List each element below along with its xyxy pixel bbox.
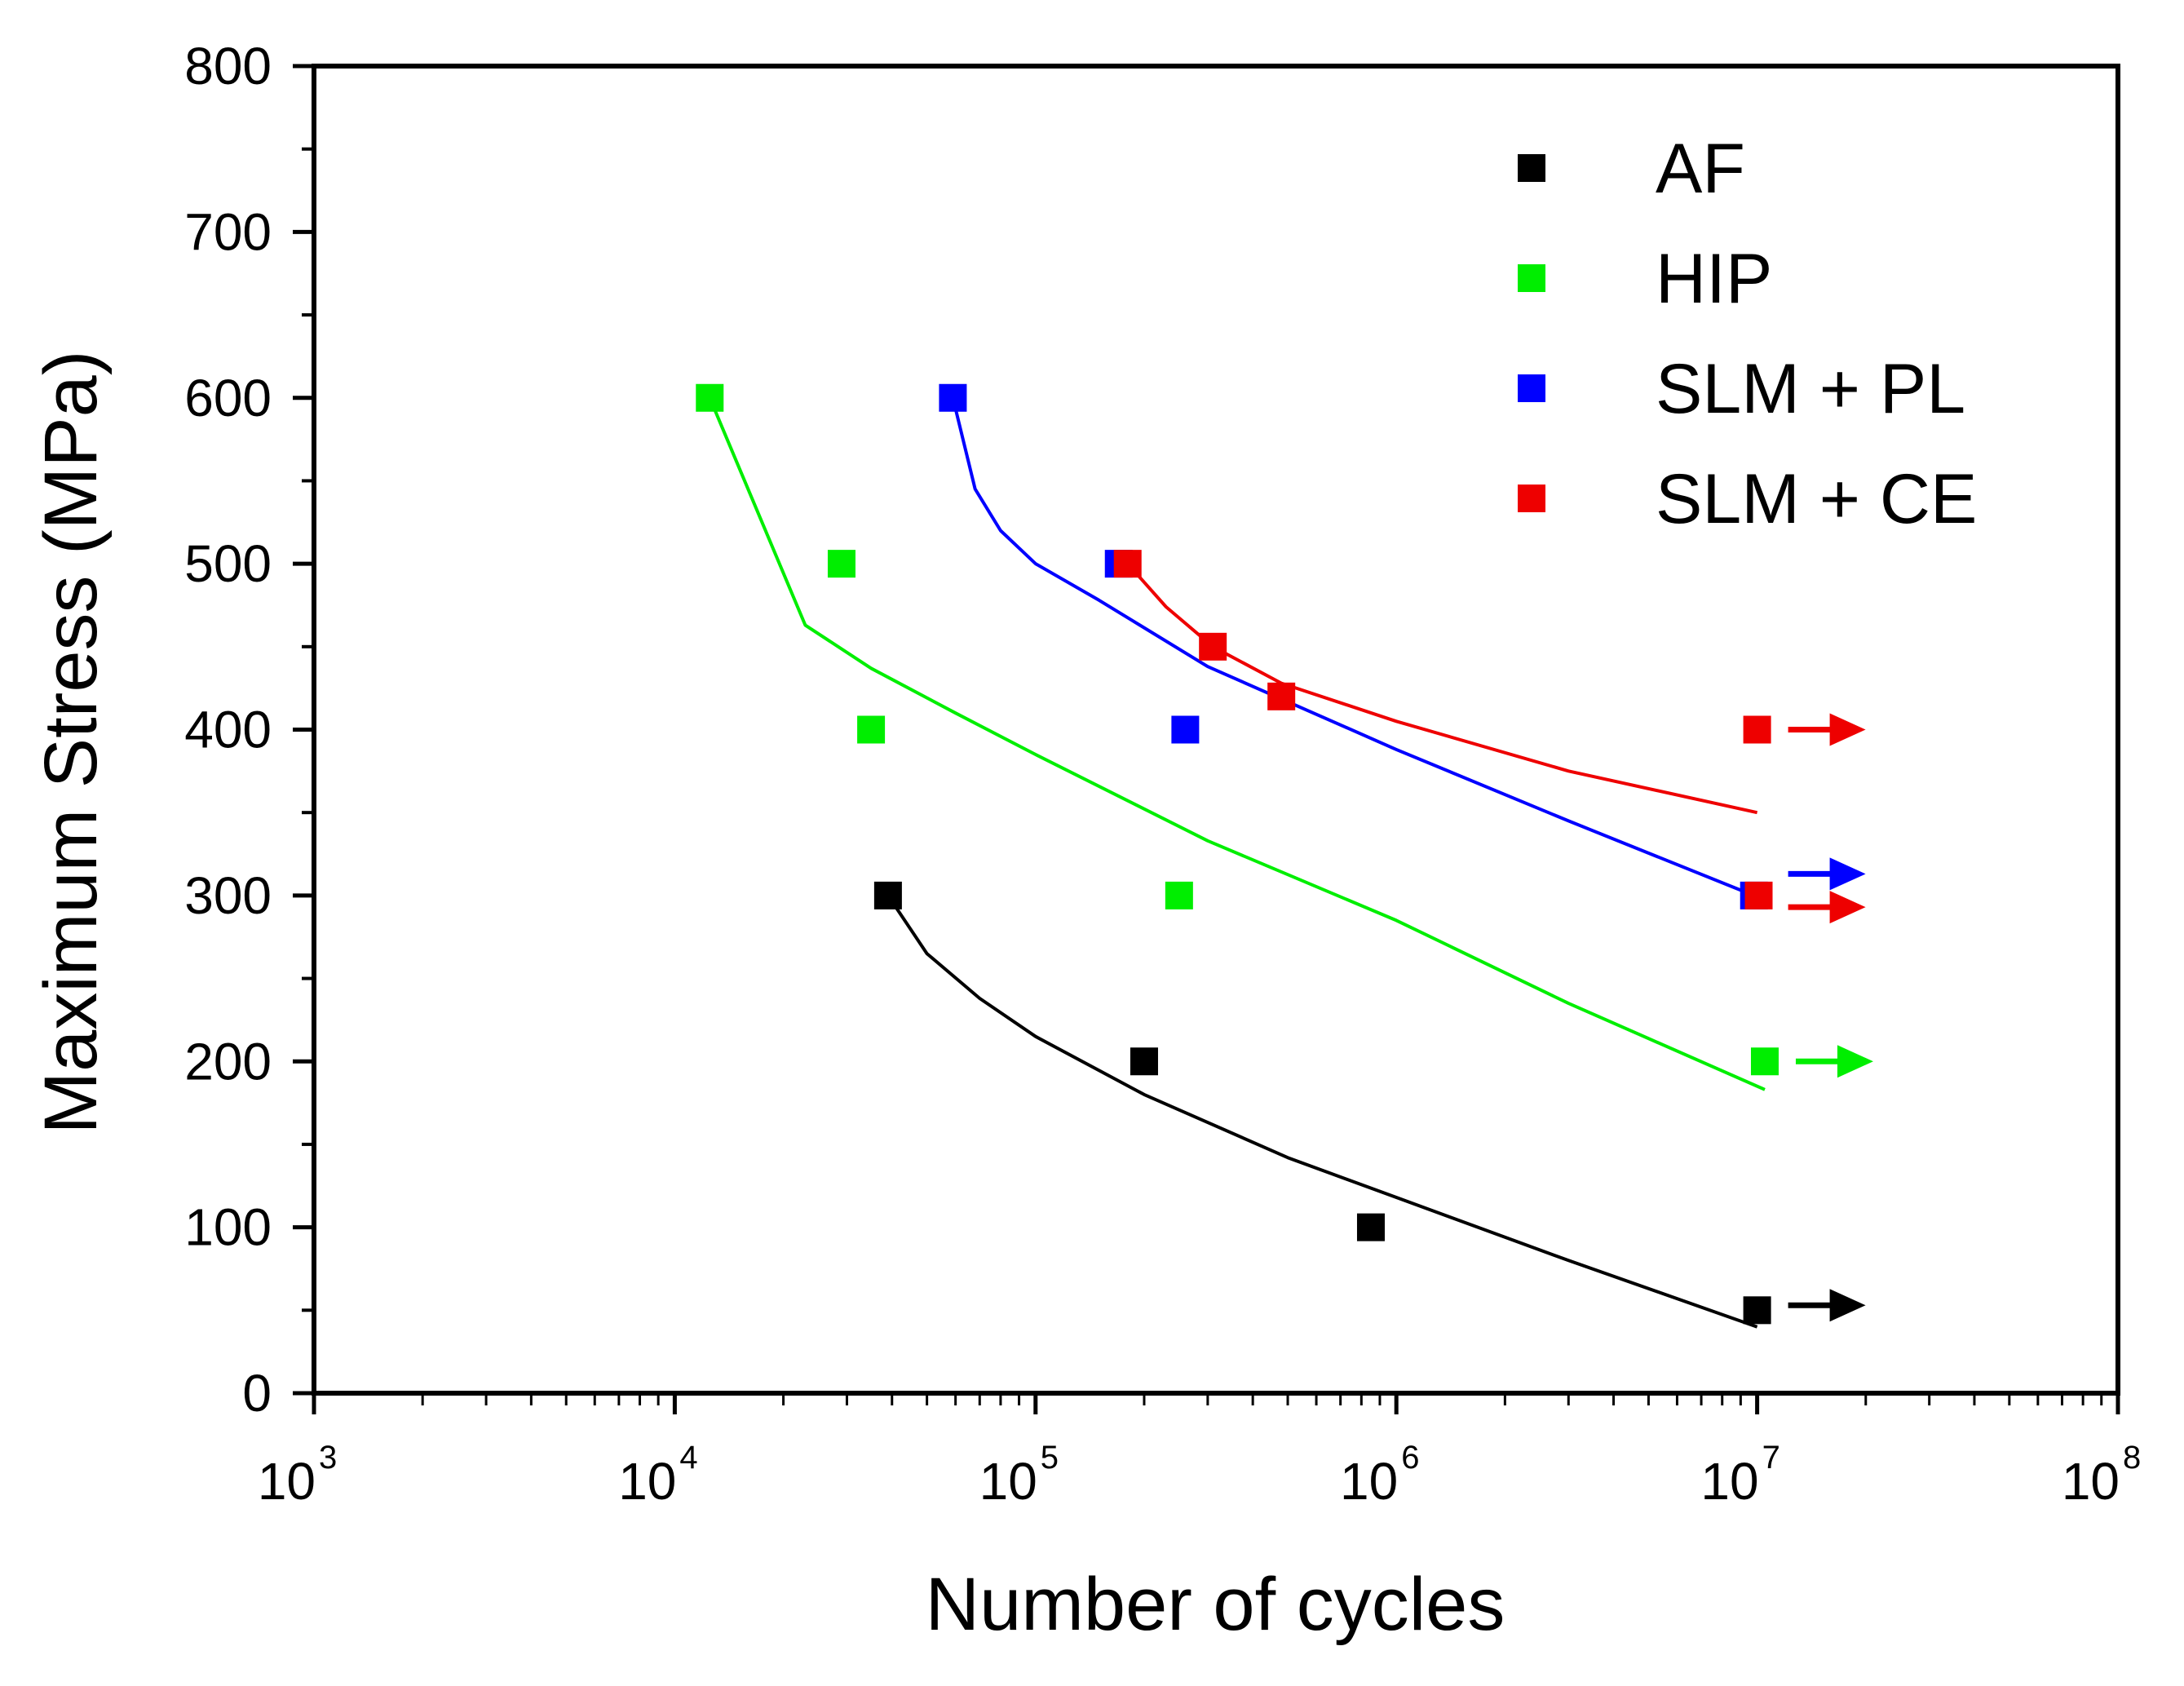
legend-marker-hip: [1518, 264, 1545, 292]
data-point-slm-pl: [1171, 715, 1200, 744]
legend-marker-slm-pl: [1518, 374, 1545, 402]
data-point-hip: [857, 715, 886, 744]
y-tick-label: 100: [184, 1198, 272, 1257]
runout-arrow-slm-ce: [1788, 891, 1866, 924]
legend-label-slm-ce: SLM + CE: [1656, 460, 1977, 538]
x-tick-exponent: 6: [1401, 1440, 1419, 1476]
data-point-slm-ce: [1199, 632, 1227, 661]
legend-marker-af: [1518, 154, 1545, 182]
x-tick-base: 10: [1340, 1452, 1398, 1511]
x-tick-label: 10 8: [2062, 1440, 2141, 1511]
y-tick-label: 500: [184, 534, 272, 593]
legend: AF HIP SLM + PL SLM + CE: [1518, 130, 1977, 538]
y-tick-label: 400: [184, 701, 272, 759]
x-tick-label: 10 7: [1700, 1440, 1779, 1511]
x-tick-exponent: 4: [679, 1440, 697, 1476]
fit-line-af: [886, 894, 1758, 1329]
data-point-af: [1130, 1047, 1158, 1076]
data-point-hip: [827, 550, 855, 578]
data-point-hip: [1750, 1047, 1779, 1076]
runout-arrow-head: [1829, 891, 1866, 924]
runout-arrow-head: [1829, 1289, 1866, 1322]
axis-titles: Number of cycles Maximum Stress (MPa): [29, 351, 1505, 1646]
runout-arrow-head: [1829, 713, 1866, 746]
data-point-slm-ce: [1744, 881, 1773, 909]
x-tick-exponent: 5: [1041, 1440, 1059, 1476]
runout-arrow-af: [1788, 1289, 1866, 1322]
y-tick-label: 200: [184, 1032, 272, 1091]
runout-arrow-slm-pl: [1788, 857, 1866, 891]
runout-arrow-slm-ce: [1788, 713, 1866, 746]
y-tick-label: 300: [184, 866, 272, 925]
x-tick-base: 10: [2062, 1452, 2120, 1511]
y-tick-label: 800: [184, 37, 272, 95]
fit-line-hip: [708, 397, 1766, 1091]
legend-item-hip: HIP: [1518, 240, 1772, 318]
x-tick-base: 10: [1700, 1452, 1758, 1511]
runout-arrow-head: [1837, 1045, 1873, 1078]
x-tick-label: 10 5: [979, 1440, 1059, 1511]
data-point-slm-ce: [1743, 715, 1771, 744]
y-tick-label: 600: [184, 369, 272, 427]
x-tick-exponent: 3: [319, 1440, 337, 1476]
legend-label-af: AF: [1656, 130, 1745, 208]
x-axis-title: Number of cycles: [926, 1563, 1505, 1646]
x-tick-exponent: 7: [1762, 1440, 1780, 1476]
data-point-af: [1356, 1213, 1385, 1241]
legend-label-hip: HIP: [1656, 240, 1772, 318]
data-point-hip: [1165, 881, 1193, 909]
data-point-slm-ce: [1267, 682, 1296, 710]
y-axis-title: Maximum Stress (MPa): [29, 351, 113, 1135]
data-point-hip: [696, 383, 724, 412]
data-point-af: [1743, 1296, 1771, 1325]
legend-item-slm-pl: SLM + PL: [1518, 350, 1965, 428]
x-tick-label: 10 4: [618, 1440, 697, 1511]
x-tick-base: 10: [618, 1452, 676, 1511]
data-point-af: [873, 881, 902, 909]
legend-item-slm-ce: SLM + CE: [1518, 460, 1977, 538]
x-tick-base: 10: [979, 1452, 1037, 1511]
x-tick-label: 10 3: [258, 1440, 337, 1511]
fit-line-slm-pl: [951, 397, 1755, 897]
x-tick-base: 10: [258, 1452, 316, 1511]
runout-arrow-head: [1829, 857, 1866, 891]
y-tick-label: 0: [242, 1364, 272, 1423]
data-point-slm-ce: [1113, 550, 1142, 578]
fit-line-slm-ce: [1126, 562, 1758, 815]
y-tick-label: 700: [184, 202, 272, 261]
data-point-slm-pl: [939, 383, 967, 412]
runout-arrows-layer: [1788, 713, 1873, 1322]
x-tick-label: 10 6: [1340, 1440, 1419, 1511]
legend-label-slm-pl: SLM + PL: [1656, 350, 1965, 428]
data-markers-layer: [696, 383, 1779, 1325]
legend-item-af: AF: [1518, 130, 1745, 208]
legend-marker-slm-ce: [1518, 485, 1545, 512]
runout-arrow-hip: [1795, 1045, 1873, 1078]
x-tick-exponent: 8: [2123, 1440, 2141, 1476]
fit-lines-layer: [708, 397, 1766, 1329]
